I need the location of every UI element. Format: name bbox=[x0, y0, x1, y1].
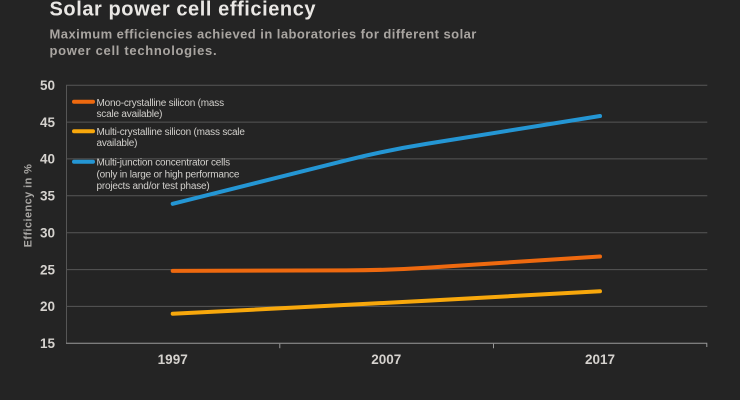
svg-text:35: 35 bbox=[40, 189, 56, 204]
svg-text:2017: 2017 bbox=[585, 352, 615, 367]
svg-text:25: 25 bbox=[40, 262, 56, 277]
svg-text:scale available): scale available) bbox=[97, 109, 163, 120]
svg-text:Multi-junction concentrator ce: Multi-junction concentrator cells bbox=[97, 157, 231, 168]
svg-text:Maximum efficiencies achieved: Maximum efficiencies achieved in laborat… bbox=[50, 27, 477, 42]
svg-text:Solar power cell efficiency: Solar power cell efficiency bbox=[50, 0, 317, 21]
svg-text:1997: 1997 bbox=[158, 352, 188, 367]
svg-text:power cell technologies.: power cell technologies. bbox=[50, 43, 218, 58]
svg-text:projects and/or test phase): projects and/or test phase) bbox=[97, 181, 210, 192]
svg-text:40: 40 bbox=[40, 152, 55, 167]
svg-text:available): available) bbox=[97, 138, 138, 149]
svg-text:30: 30 bbox=[40, 226, 55, 241]
svg-text:(only in large or high perform: (only in large or high performance bbox=[97, 169, 240, 180]
svg-text:15: 15 bbox=[40, 336, 56, 351]
svg-text:Multi-crystalline silicon (mas: Multi-crystalline silicon (mass scale bbox=[97, 127, 246, 138]
svg-text:45: 45 bbox=[40, 115, 56, 130]
svg-text:Mono-crystalline silicon (mass: Mono-crystalline silicon (mass bbox=[97, 98, 225, 109]
svg-text:20: 20 bbox=[40, 299, 55, 314]
svg-text:2007: 2007 bbox=[371, 352, 401, 367]
svg-text:Efficiency in %: Efficiency in % bbox=[23, 164, 35, 248]
svg-text:50: 50 bbox=[40, 78, 55, 93]
